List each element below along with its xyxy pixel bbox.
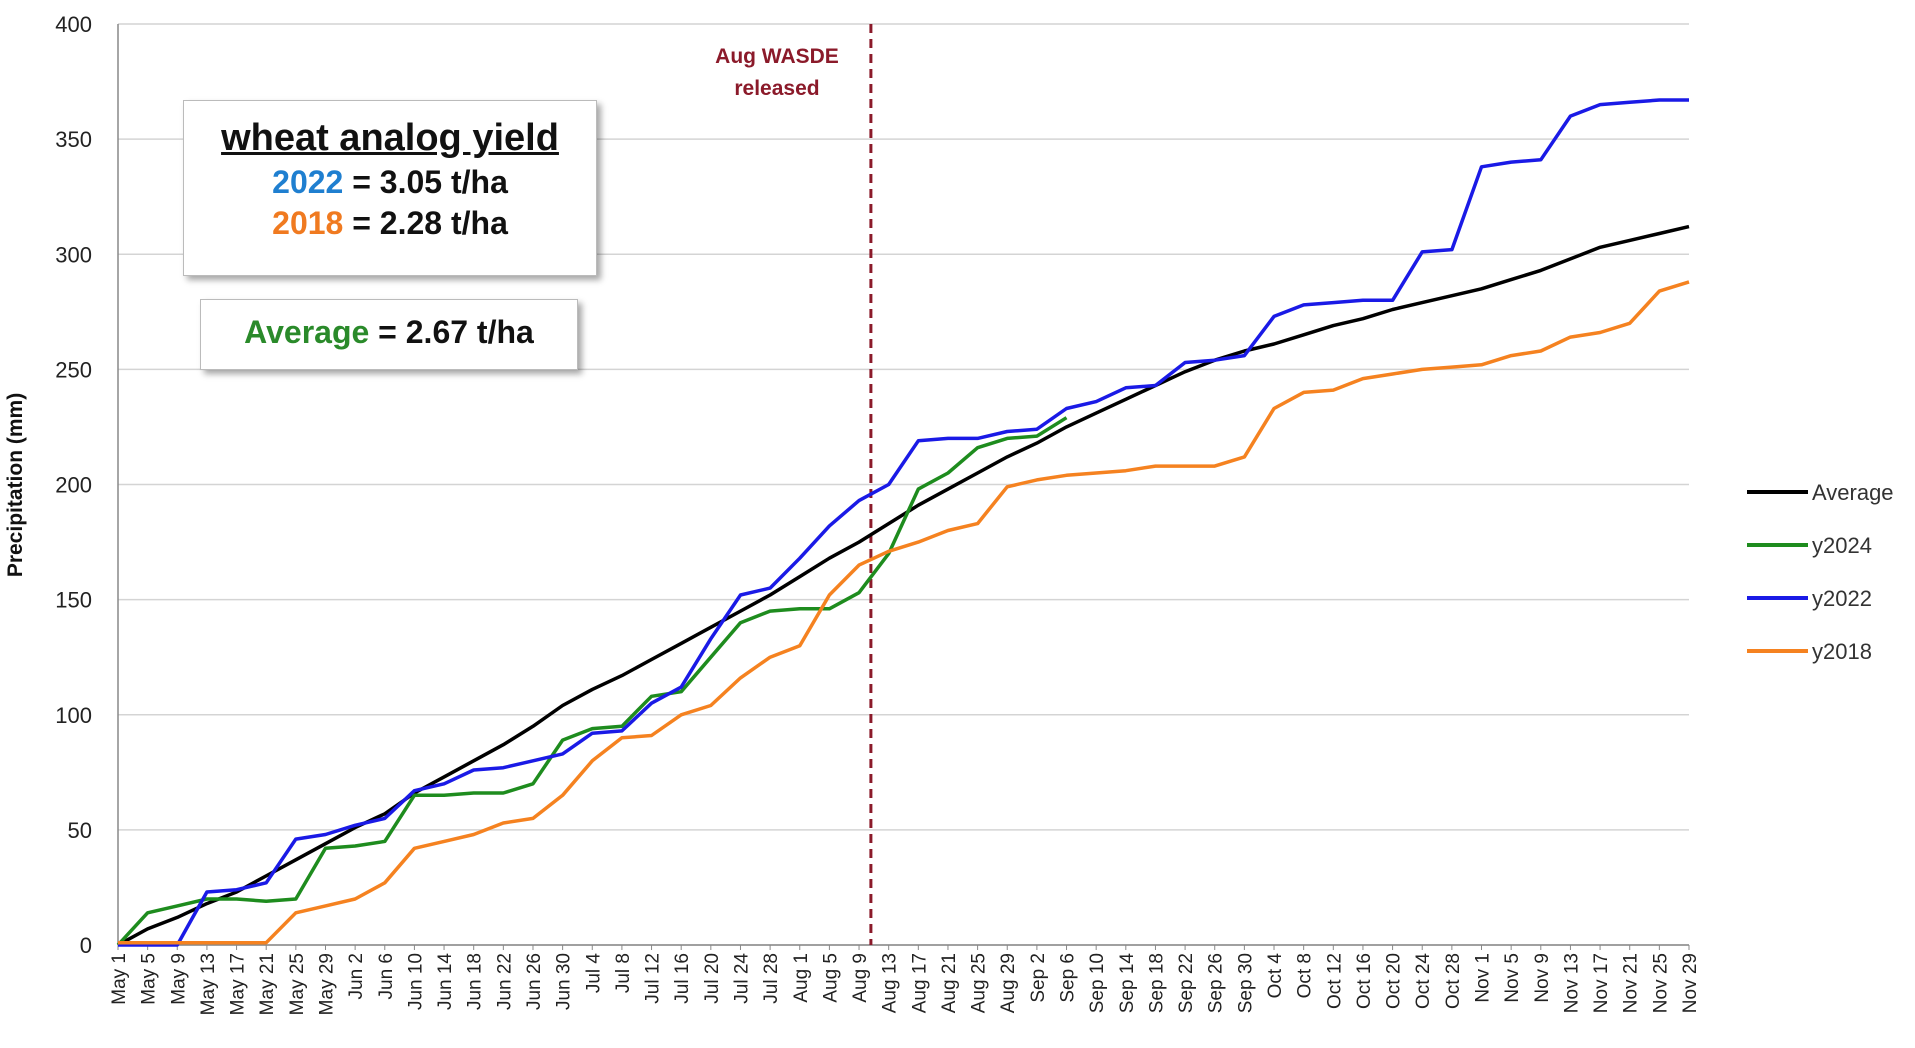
x-tick-label: May 29 <box>316 953 337 1015</box>
series-line <box>116 416 1068 947</box>
x-tick-label: Jun 22 <box>494 953 515 1010</box>
x-tick-label: Jul 8 <box>613 953 634 993</box>
x-tick-label: Jun 26 <box>524 953 545 1010</box>
y-tick-label: 200 <box>55 473 92 498</box>
series-line <box>118 98 1689 947</box>
box-title: wheat analog yield <box>221 117 559 159</box>
y-tick-label: 150 <box>55 588 92 613</box>
y-tick-label: 50 <box>68 818 92 843</box>
y-tick-label: 400 <box>55 12 92 37</box>
x-tick-label: Aug 25 <box>969 953 990 1013</box>
x-tick-label: Oct 12 <box>1324 953 1345 1009</box>
x-tick-label: Jun 14 <box>435 953 456 1010</box>
x-tick-label: Jun 30 <box>554 953 575 1010</box>
box-line: 2022 = 3.05 t/ha <box>184 164 596 201</box>
box-line: 2018 = 2.28 t/ha <box>184 205 596 242</box>
x-tick-label: May 9 <box>168 953 189 1005</box>
x-tick-label: Nov 21 <box>1621 953 1642 1013</box>
x-tick-label: Jul 20 <box>702 953 723 1004</box>
legend-label: y2018 <box>1812 639 1872 664</box>
x-tick-label: Oct 24 <box>1413 953 1434 1009</box>
x-tick-label: Oct 4 <box>1265 953 1286 999</box>
x-tick-label: Sep 30 <box>1235 953 1256 1013</box>
y-tick-label: 300 <box>55 242 92 267</box>
x-tick-label: Sep 10 <box>1087 953 1108 1013</box>
x-tick-label: Aug 9 <box>850 953 871 1003</box>
x-tick-label: Aug 17 <box>909 953 930 1013</box>
x-tick-label: Sep 14 <box>1117 953 1138 1014</box>
x-tick-label: May 17 <box>228 953 249 1015</box>
series-line <box>117 224 1690 947</box>
x-tick-label: Jul 28 <box>761 953 782 1004</box>
x-tick-label: Nov 13 <box>1561 953 1582 1013</box>
yield-box: wheat analog yield 2022 = 3.05 t/ha 2018… <box>183 100 597 276</box>
x-tick-label: Jul 24 <box>731 953 752 1004</box>
x-tick-label: Aug 13 <box>880 953 901 1013</box>
x-tick-label: Aug 21 <box>939 953 960 1013</box>
x-tick-label: Nov 5 <box>1502 953 1523 1003</box>
x-tick-label: Jul 16 <box>672 953 693 1004</box>
x-tick-label: Sep 2 <box>1028 953 1049 1003</box>
box-line: Average = 2.67 t/ha <box>201 314 577 351</box>
box-name: Average <box>244 314 370 350</box>
x-tick-label: May 1 <box>109 953 130 1005</box>
x-tick-label: May 25 <box>287 953 308 1015</box>
box-text: = 3.05 t/ha <box>352 164 508 200</box>
legend-label: y2024 <box>1812 533 1872 558</box>
x-tick-label: Nov 9 <box>1532 953 1553 1003</box>
x-tick-label: Nov 1 <box>1473 953 1494 1003</box>
x-tick-label: Sep 6 <box>1058 953 1079 1003</box>
x-tick-label: Sep 26 <box>1206 953 1227 1013</box>
annotation-text: released <box>734 77 819 100</box>
x-tick-label: Nov 29 <box>1680 953 1701 1013</box>
x-tick-label: Oct 20 <box>1384 953 1405 1009</box>
box-year: 2022 <box>272 164 344 200</box>
y-tick-label: 250 <box>55 357 92 382</box>
x-tick-label: Oct 8 <box>1295 953 1316 998</box>
x-tick-label: Jun 6 <box>376 953 397 999</box>
x-tick-label: May 13 <box>198 953 219 1015</box>
x-tick-label: Oct 16 <box>1354 953 1375 1009</box>
x-tick-label: Sep 22 <box>1176 953 1197 1013</box>
legend-label: Average <box>1812 480 1894 505</box>
x-tick-label: Aug 29 <box>998 953 1019 1013</box>
average-box: Average = 2.67 t/ha <box>200 299 578 370</box>
x-tick-label: Nov 17 <box>1591 953 1612 1013</box>
y-tick-label: 350 <box>55 127 92 152</box>
x-tick-label: Jul 4 <box>583 953 604 994</box>
series-line <box>118 280 1690 945</box>
box-text: = 2.28 t/ha <box>352 205 508 241</box>
x-tick-label: Jul 12 <box>643 953 664 1004</box>
x-tick-label: Aug 1 <box>791 953 812 1003</box>
y-tick-label: 100 <box>55 703 92 728</box>
x-tick-label: Aug 5 <box>820 953 841 1003</box>
y-tick-label: 0 <box>80 933 92 958</box>
x-tick-label: May 21 <box>257 953 278 1015</box>
y-axis-label: Precipitation (mm) <box>4 393 27 577</box>
box-year: 2018 <box>272 205 344 241</box>
x-tick-label: May 5 <box>139 953 160 1005</box>
annotation-text: Aug WASDE <box>715 45 839 68</box>
x-tick-label: Jun 18 <box>465 953 486 1010</box>
x-tick-label: Oct 28 <box>1443 953 1464 1009</box>
x-tick-label: Jun 10 <box>405 953 426 1010</box>
x-tick-label: Jun 2 <box>346 953 367 999</box>
box-text: = 2.67 t/ha <box>378 314 534 350</box>
x-tick-label: Nov 25 <box>1650 953 1671 1013</box>
x-tick-label: Sep 18 <box>1146 953 1167 1013</box>
legend-label: y2022 <box>1812 586 1872 611</box>
